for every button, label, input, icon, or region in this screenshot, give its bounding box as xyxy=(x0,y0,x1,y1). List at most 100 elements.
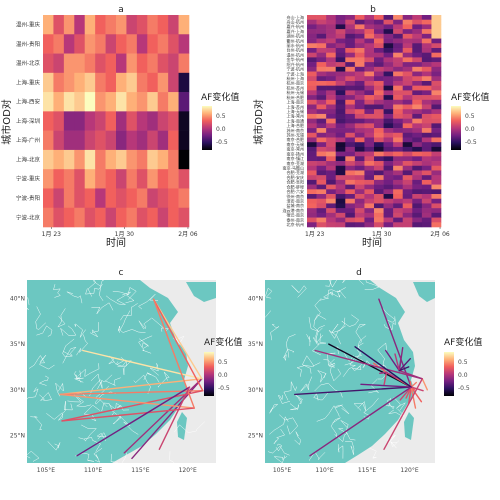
heatmap-cell xyxy=(393,19,404,25)
flow-line xyxy=(309,386,412,457)
province-border xyxy=(90,373,103,390)
heatmap-cell xyxy=(307,52,317,58)
heatmap-cell xyxy=(53,188,65,209)
heatmap-cell xyxy=(316,24,327,30)
heatmap-cell xyxy=(345,217,356,223)
heatmap-cell xyxy=(316,175,327,181)
heatmap-cell xyxy=(412,95,423,101)
heatmap-cell xyxy=(374,142,384,148)
heatmap-cell xyxy=(421,179,432,185)
province-border xyxy=(53,284,61,298)
heatmap-cell xyxy=(345,203,356,209)
heatmap-cell xyxy=(157,53,169,74)
province-border xyxy=(306,334,311,346)
panel-c-legend-tick: 0.0 xyxy=(218,372,228,379)
panel-b-title: b xyxy=(370,5,376,15)
province-border xyxy=(66,291,83,304)
y-tick-label: 上海-南通 xyxy=(287,117,304,123)
panel-a-x-axis-label: 时间 xyxy=(106,236,126,249)
heatmap-cell xyxy=(74,92,86,112)
heatmap-cell xyxy=(431,90,442,96)
heatmap-cell xyxy=(364,43,375,49)
heatmap-cell xyxy=(307,123,317,129)
heatmap-cell xyxy=(364,99,375,105)
y-tick-label: 淮安-南京 xyxy=(287,197,304,203)
province-border xyxy=(35,306,46,330)
heatmap-cell xyxy=(374,113,384,119)
heatmap-cell xyxy=(316,62,327,68)
heatmap-cell xyxy=(374,179,384,185)
heatmap-cell xyxy=(402,217,413,223)
heatmap-cell xyxy=(383,99,394,105)
panel-c-legend-tick: 0.5 xyxy=(218,359,228,366)
heatmap-cell xyxy=(345,47,356,53)
heatmap-cell xyxy=(307,66,317,72)
heatmap-cell xyxy=(326,24,337,30)
heatmap-cell xyxy=(421,151,432,157)
heatmap-cell xyxy=(147,169,159,189)
heatmap-cell xyxy=(431,198,442,204)
heatmap-cell xyxy=(421,113,432,119)
heatmap-cell xyxy=(374,71,384,77)
heatmap-cell xyxy=(383,33,394,39)
heatmap-cell xyxy=(374,184,384,190)
heatmap-cell xyxy=(335,170,346,176)
heatmap-cell xyxy=(383,66,394,72)
flow-line xyxy=(294,386,412,396)
heatmap-cell xyxy=(374,212,384,218)
heatmap-cell xyxy=(126,169,138,189)
heatmap-cell xyxy=(326,123,337,129)
heatmap-cell xyxy=(345,52,356,58)
map-x-tick-label: 115°E xyxy=(131,467,149,474)
heatmap-cell xyxy=(116,15,127,35)
heatmap-cell xyxy=(53,72,65,93)
heatmap-cell xyxy=(345,132,356,138)
heatmap-cell xyxy=(374,189,384,195)
heatmap-cell xyxy=(364,29,375,35)
heatmap-cell xyxy=(431,156,442,162)
heatmap-cell xyxy=(402,47,413,53)
heatmap-cell xyxy=(402,24,413,30)
heatmap-cell xyxy=(364,132,375,138)
heatmap-cell xyxy=(95,149,106,170)
heatmap-cell xyxy=(402,29,413,35)
heatmap-cell xyxy=(316,80,327,86)
heatmap-cell xyxy=(374,151,384,157)
heatmap-cell xyxy=(354,142,365,148)
heatmap-cell xyxy=(374,132,384,138)
panel-d-legend: AF变化值 0.5 0.0 -0.5 xyxy=(444,336,482,396)
heatmap-cell xyxy=(383,165,394,171)
panel-c-province-borders xyxy=(15,270,205,471)
heatmap-cell xyxy=(345,85,356,91)
heatmap-cell xyxy=(412,57,423,63)
heatmap-cell xyxy=(95,188,106,209)
heatmap-cell xyxy=(421,85,432,91)
heatmap-cell xyxy=(421,38,432,44)
heatmap-cell xyxy=(168,34,179,54)
heatmap-cell xyxy=(157,111,169,131)
heatmap-cell xyxy=(84,34,96,54)
heatmap-cell xyxy=(178,53,190,74)
heatmap-cell xyxy=(307,57,317,63)
heatmap-cell xyxy=(431,71,442,77)
heatmap-cell xyxy=(63,53,75,74)
heatmap-cell xyxy=(374,170,384,176)
heatmap-cell xyxy=(105,149,117,170)
panel-c-land xyxy=(186,282,216,302)
heatmap-cell xyxy=(63,111,75,131)
province-border xyxy=(39,392,53,402)
province-border xyxy=(268,445,290,456)
heatmap-cell xyxy=(402,85,413,91)
heatmap-cell xyxy=(364,104,375,110)
heatmap-cell xyxy=(326,189,337,195)
heatmap-cell xyxy=(335,189,346,195)
heatmap-cell xyxy=(178,92,190,112)
heatmap-cell xyxy=(53,53,65,74)
heatmap-cell xyxy=(354,76,365,82)
y-tick-label: 合肥-安庆 xyxy=(287,174,304,180)
heatmap-cell xyxy=(374,15,384,21)
heatmap-cell xyxy=(354,71,365,77)
y-tick-label: 衢州-杭州 xyxy=(287,37,304,43)
y-tick-label: 绍兴-杭州 xyxy=(287,61,304,67)
